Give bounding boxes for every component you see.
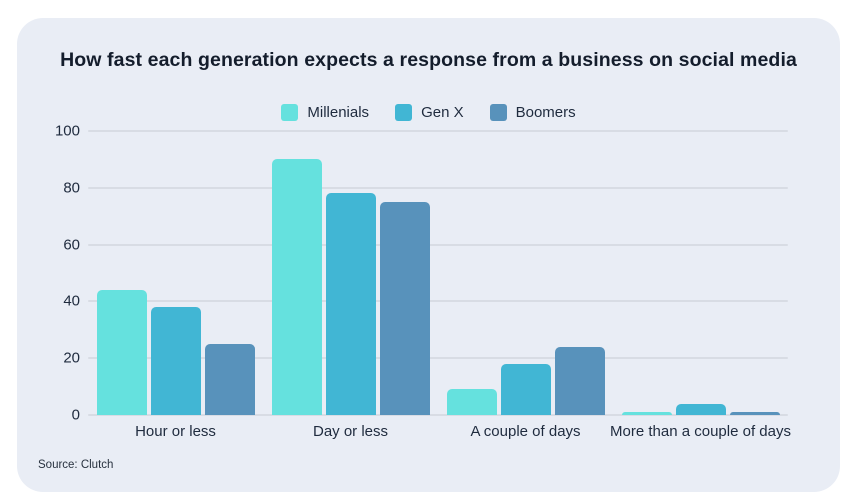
bar-gen-x	[500, 363, 551, 415]
gridline	[88, 186, 788, 189]
bar-gen-x	[150, 307, 201, 415]
bar-millenials	[271, 159, 322, 415]
bar-gen-x	[675, 403, 726, 415]
legend-item-millenials: Millenials	[281, 104, 369, 121]
bar-group-1: Hour or less	[88, 131, 263, 440]
bar-boomers	[729, 412, 780, 415]
x-axis-label: Hour or less	[135, 423, 216, 440]
bar-group-4: More than a couple of days	[610, 131, 791, 440]
legend-item-gen-x: Gen X	[395, 104, 464, 121]
legend-swatch	[489, 104, 507, 121]
legend-item-boomers: Boomers	[489, 104, 576, 121]
legend-label: Boomers	[515, 104, 576, 121]
legend-label: Gen X	[421, 104, 464, 121]
bar-group-3: A couple of days	[438, 131, 613, 440]
bar-gen-x	[325, 193, 376, 415]
bar-boomers	[379, 202, 430, 415]
x-axis-label: A couple of days	[470, 423, 581, 440]
bar-group-2: Day or less	[263, 131, 438, 440]
plot-area: Hour or less Day or less A couple of days M…	[88, 130, 791, 440]
legend-swatch	[395, 104, 413, 121]
y-tick-label: 60	[63, 236, 80, 254]
gridline	[88, 414, 788, 416]
bar-millenials	[96, 290, 147, 415]
legend-label: Millenials	[307, 104, 370, 121]
source-caption: Source: Clutch	[38, 459, 114, 471]
bar-boomers	[204, 344, 255, 415]
x-axis-label: More than a couple of days	[610, 423, 791, 440]
x-axis-label: Day or less	[312, 423, 389, 440]
y-tick-label: 100	[54, 122, 80, 140]
gridline	[88, 300, 788, 303]
legend-swatch	[281, 104, 299, 121]
y-tick-label: 20	[63, 349, 80, 367]
y-axis: 0 20 40 60 80 100	[17, 124, 80, 423]
bar-boomers	[554, 346, 605, 415]
gridline	[88, 357, 788, 360]
bar-millenials	[446, 389, 497, 415]
gridline	[88, 130, 788, 132]
y-tick-label: 0	[71, 406, 80, 424]
chart-title: How fast each generation expects a respo…	[60, 49, 797, 71]
gridline	[88, 243, 788, 246]
bar-millenials	[621, 412, 672, 415]
legend: Millenials Gen X Boomers	[17, 104, 840, 121]
y-tick-label: 80	[63, 179, 80, 197]
chart-card: How fast each generation expects a respo…	[17, 18, 840, 492]
y-tick-label: 40	[63, 292, 80, 310]
bar-groups: Hour or less Day or less A couple of days M…	[88, 131, 791, 440]
